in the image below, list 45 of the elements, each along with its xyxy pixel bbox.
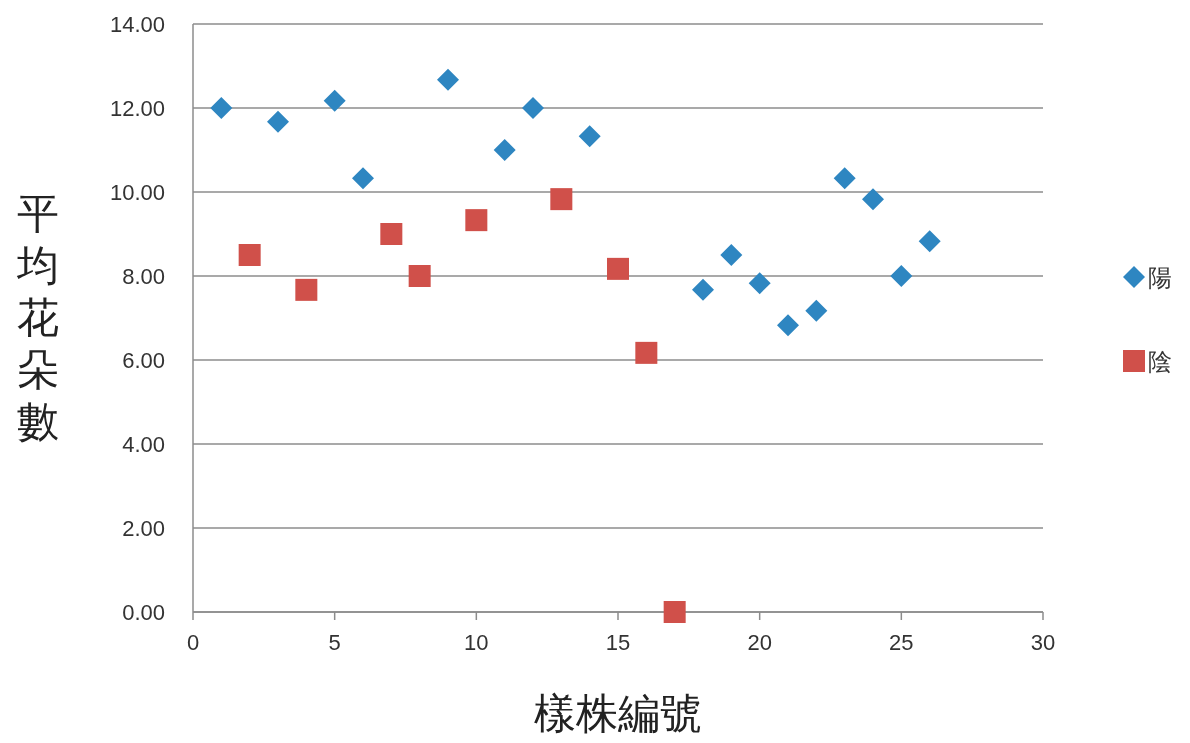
point — [323, 89, 346, 112]
point — [748, 272, 771, 295]
y-tick-label: 10.00 — [109, 180, 165, 205]
point — [295, 278, 318, 301]
x-tick-label: 20 — [747, 630, 772, 655]
point — [550, 188, 573, 211]
point — [607, 257, 629, 280]
point — [635, 341, 658, 364]
x-axis-title: 樣株編號 — [534, 690, 702, 737]
y-tick-label: 12.00 — [109, 96, 165, 121]
y-tick-label: 2.00 — [122, 516, 165, 541]
point — [352, 167, 374, 190]
point — [493, 139, 516, 161]
point — [777, 314, 799, 337]
x-tick-label: 15 — [605, 630, 631, 655]
y-tick-label: 8.00 — [122, 264, 165, 289]
x-tick-label: 10 — [464, 630, 489, 655]
point — [210, 97, 233, 119]
legend-label: 陽 — [1148, 264, 1172, 291]
point — [890, 265, 913, 287]
y-tick-label: 4.00 — [122, 432, 165, 457]
point — [380, 223, 403, 245]
point — [267, 110, 289, 133]
y-tick-label: 14.00 — [109, 12, 165, 37]
point — [862, 188, 884, 211]
y-axis-title: 平均花朵數 — [16, 190, 59, 445]
point — [833, 167, 856, 190]
point — [437, 68, 459, 91]
point — [465, 209, 488, 232]
point — [692, 278, 714, 301]
point — [238, 244, 261, 266]
point — [578, 125, 601, 148]
point — [805, 299, 828, 322]
point — [918, 230, 941, 253]
x-tick-label: 30 — [1030, 630, 1056, 655]
point — [663, 601, 686, 623]
point — [720, 244, 743, 266]
legend-label: 陰 — [1148, 348, 1172, 375]
point — [522, 97, 544, 119]
point — [408, 265, 431, 287]
x-tick-label: 0 — [186, 630, 200, 655]
y-tick-label: 0.00 — [122, 600, 165, 625]
x-tick-label: 25 — [889, 630, 914, 655]
x-tick-label: 5 — [328, 630, 341, 655]
y-tick-label: 6.00 — [122, 348, 165, 373]
